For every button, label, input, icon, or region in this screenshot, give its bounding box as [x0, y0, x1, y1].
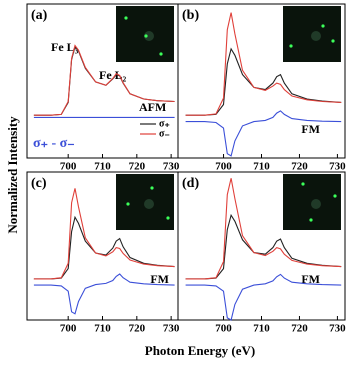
annotation: σ₊ - σ₋: [33, 136, 75, 151]
x-tick-label: 710: [253, 323, 270, 335]
annotation: FM: [150, 272, 169, 286]
inset-spot: [166, 216, 169, 219]
annotation: FM: [301, 122, 320, 136]
panel-label: (d): [182, 176, 199, 191]
inset-spot: [124, 16, 127, 19]
x-tick-label: 710: [253, 161, 270, 173]
inset-spot: [144, 34, 147, 37]
x-tick-label: 700: [60, 161, 77, 173]
x-tick-label: 720: [291, 161, 308, 173]
x-tick-label: 730: [329, 323, 346, 335]
x-tick-label: 720: [129, 323, 146, 335]
annotation: Fe L₂: [99, 68, 127, 82]
inset-hole: [144, 199, 154, 209]
x-tick-label: 710: [94, 323, 111, 335]
panel-label: (c): [31, 176, 47, 191]
inset-spot: [159, 52, 162, 55]
x-tick-label: 710: [94, 161, 111, 173]
inset-spot: [333, 194, 336, 197]
inset-spot: [150, 186, 153, 189]
x-tick-label: 730: [163, 161, 180, 173]
x-axis-title: Photon Energy (eV): [145, 343, 256, 358]
x-tick-label: 720: [291, 323, 308, 335]
x-tick-label: 720: [129, 161, 146, 173]
inset-spot: [331, 39, 334, 42]
inset-spot: [321, 24, 324, 27]
legend-label: σ₋: [159, 128, 170, 139]
x-tick-label: 700: [215, 161, 232, 173]
inset-spot: [289, 44, 292, 47]
x-tick-label: 730: [329, 161, 346, 173]
annotation: AFM: [139, 100, 166, 114]
x-tick-label: 700: [60, 323, 77, 335]
panel-label: (b): [182, 8, 199, 23]
inset-hole: [311, 199, 321, 209]
panel-label: (a): [31, 8, 48, 23]
x-tick-label: 730: [163, 323, 180, 335]
inset-hole: [311, 31, 321, 41]
inset-spot: [301, 182, 304, 185]
figure: Photon Energy (eV) Normalized Intensity …: [0, 0, 350, 374]
inset-spot: [309, 218, 312, 221]
y-axis-title: Normalized Intensity: [5, 116, 20, 234]
inset-spot: [126, 202, 129, 205]
x-tick-label: 700: [215, 323, 232, 335]
